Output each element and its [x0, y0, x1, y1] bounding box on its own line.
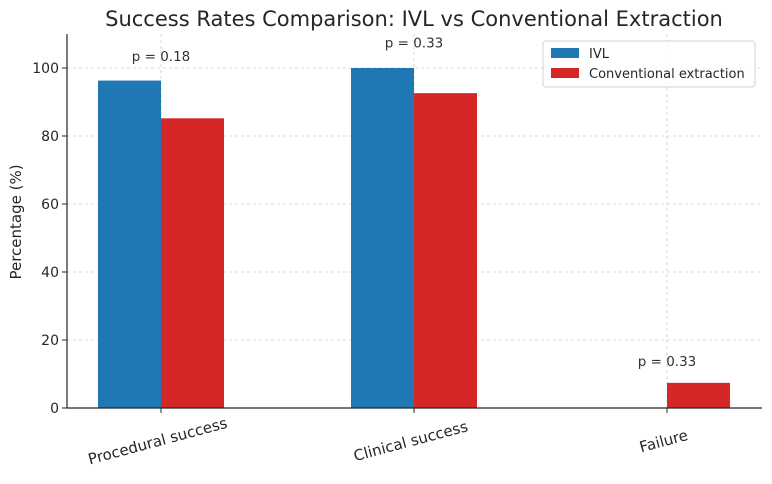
y-tick-label: 0: [50, 401, 59, 417]
y-axis-label: Percentage (%): [7, 164, 25, 279]
y-tick-label: 80: [41, 129, 59, 145]
legend[interactable]: IVL Conventional extraction: [542, 40, 756, 88]
legend-swatch: [551, 68, 579, 78]
p-value-annotation: p = 0.33: [638, 354, 697, 370]
y-tick-label: 40: [41, 265, 59, 281]
x-tick-label: Procedural success: [86, 414, 229, 469]
legend-box: [542, 40, 756, 88]
p-value-annotation: p = 0.18: [132, 49, 191, 65]
bar-ivl-0[interactable]: [98, 80, 161, 408]
y-tick-label: 60: [41, 197, 59, 213]
legend-label: Conventional extraction: [589, 67, 745, 82]
bar-conventional-extraction-1[interactable]: [414, 93, 477, 408]
y-tick-label: 100: [32, 61, 59, 77]
chart-title: Success Rates Comparison: IVL vs Convent…: [105, 7, 723, 31]
bar-ivl-1[interactable]: [351, 68, 414, 408]
annotations: p = 0.18 p = 0.33 p = 0.33: [132, 36, 697, 370]
bar-conventional-extraction-2[interactable]: [667, 382, 730, 408]
legend-label: IVL: [589, 47, 610, 62]
bars: [98, 68, 730, 408]
legend-swatch: [551, 48, 579, 58]
y-tick-label: 20: [41, 333, 59, 349]
p-value-annotation: p = 0.33: [385, 36, 444, 52]
x-tick-label: Failure: [638, 426, 690, 456]
bar-conventional-extraction-0[interactable]: [161, 118, 224, 408]
x-tick-label: Clinical success: [352, 417, 470, 465]
